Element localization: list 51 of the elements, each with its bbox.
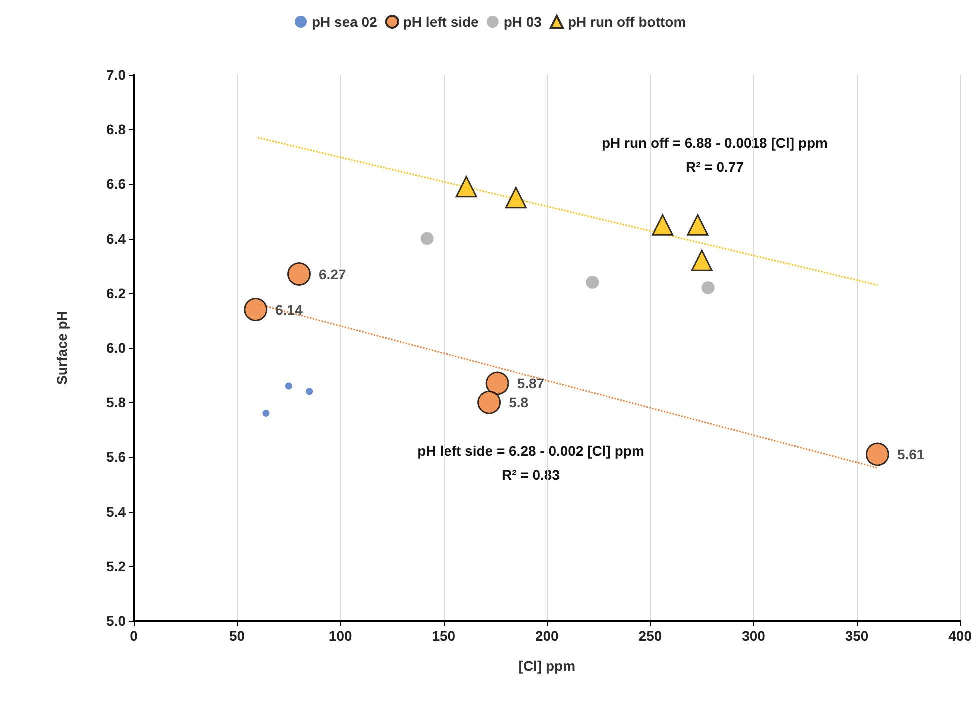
data-label: 5.8 — [509, 394, 529, 411]
legend-label: pH run off bottom — [568, 14, 686, 30]
x-tick-label: 350 — [845, 628, 869, 644]
point — [262, 410, 270, 418]
point — [478, 390, 502, 414]
y-tick-label: 6.4 — [106, 230, 126, 247]
point — [691, 250, 713, 272]
y-tick-label: 5.0 — [106, 613, 126, 629]
data-label: 6.27 — [319, 266, 346, 282]
point — [866, 442, 890, 466]
y-tick-label: 6.8 — [106, 122, 126, 138]
x-tick-label: 250 — [638, 628, 662, 644]
annotation: R² = 0.83 — [502, 467, 560, 483]
x-axis-title: [Cl] ppm — [518, 658, 576, 674]
x-tick-label: 300 — [742, 628, 766, 644]
y-tick-label: 6.2 — [106, 285, 126, 302]
data-label: 5.87 — [517, 375, 545, 392]
point — [285, 382, 292, 390]
y-tick-label: 5.2 — [106, 558, 126, 574]
x-tick-label: 200 — [535, 628, 560, 644]
annotation: R² = 0.77 — [686, 159, 744, 175]
x-tick-label: 100 — [328, 628, 352, 644]
x-tick-label: 150 — [432, 628, 456, 644]
point — [652, 214, 674, 236]
legend-label: pH 03 — [504, 14, 542, 30]
point — [687, 214, 709, 236]
y-tick-label: 5.4 — [106, 504, 126, 520]
y-axis-title: Surface pH — [54, 311, 70, 385]
x-tick-label: 400 — [948, 628, 972, 644]
x-tick-label: 50 — [230, 628, 246, 644]
point — [456, 176, 478, 198]
point — [702, 281, 715, 294]
point — [505, 187, 527, 209]
legend-label: pH left side — [403, 14, 480, 30]
data-label: 6.14 — [276, 302, 304, 318]
y-tick-label: 6.6 — [106, 176, 126, 192]
point — [486, 372, 510, 396]
point — [306, 388, 314, 396]
y-tick-label: 7.0 — [106, 67, 126, 83]
point — [288, 262, 312, 286]
y-tick-label: 5.8 — [106, 394, 126, 411]
point — [586, 276, 600, 289]
point — [244, 298, 268, 322]
legend-label: pH sea 02 — [312, 14, 378, 30]
x-tick-label: 0 — [130, 628, 138, 644]
y-tick-label: 5.6 — [106, 449, 126, 466]
data-label: 5.61 — [897, 446, 925, 462]
annotation: pH left side = 6.28 - 0.002 [Cl] ppm — [418, 443, 644, 459]
annotation: pH run off = 6.88 - 0.0018 [Cl] ppm — [602, 135, 828, 151]
point — [420, 232, 434, 246]
y-tick-label: 6.0 — [106, 340, 126, 356]
